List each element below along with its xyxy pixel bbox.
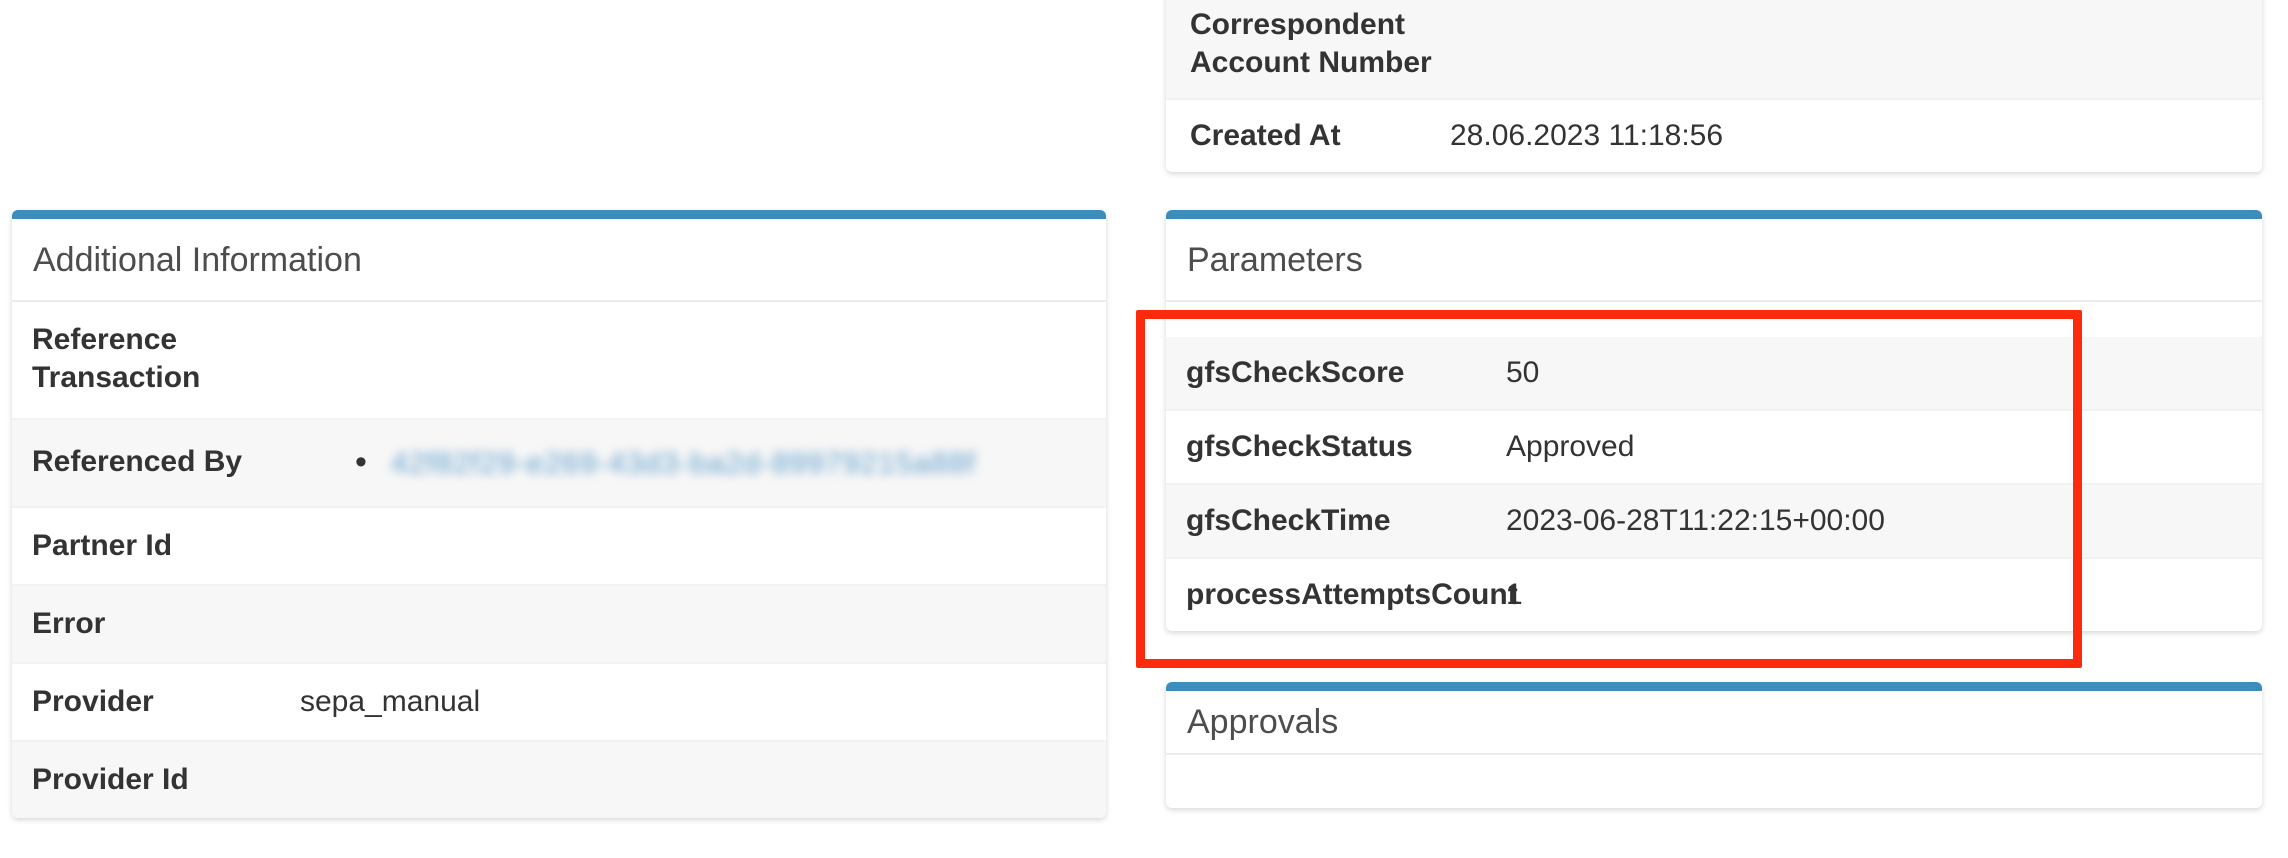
field-value: 50 xyxy=(1506,356,1540,389)
field-value: sepa_manual xyxy=(300,685,481,718)
card-accent-bar xyxy=(1166,210,2262,219)
card-accent-bar xyxy=(12,210,1106,219)
card-title-approvals: Approvals xyxy=(1187,703,1339,741)
field-row-partner-id: Partner Id xyxy=(12,508,1106,586)
transaction-details-card: Correspondent Account Number Created At … xyxy=(1166,0,2262,172)
field-value xyxy=(300,508,1086,546)
field-value: • 42f82f29-e269-43d3-ba2d-89979215a88f xyxy=(300,420,1086,506)
list-bullet-icon: • xyxy=(355,443,367,481)
field-label: Correspondent Account Number xyxy=(1190,8,1432,79)
field-label: Created At xyxy=(1190,119,1341,152)
field-label: gfsCheckScore xyxy=(1186,356,1405,389)
field-row-gfscheckscore: gfsCheckScore 50 xyxy=(1166,337,2262,411)
referenced-by-transaction-link[interactable]: 42f82f29-e269-43d3-ba2d-89979215a88f xyxy=(390,447,976,480)
field-row-gfscheckstatus: gfsCheckStatus Approved xyxy=(1166,411,2262,485)
parameters-card: Parameters gfsCheckScore 50 gfsCheckStat… xyxy=(1166,210,2262,631)
field-label: Referenced By xyxy=(32,445,243,478)
field-value xyxy=(300,302,1086,340)
field-label: gfsCheckTime xyxy=(1186,504,1391,537)
field-label: Error xyxy=(32,607,106,640)
referenced-by-list-item: • 42f82f29-e269-43d3-ba2d-89979215a88f xyxy=(300,443,1086,483)
field-row-processattemptscount: processAttemptsCount 1 xyxy=(1166,559,2262,631)
field-label: Reference Transaction xyxy=(32,323,201,394)
field-value xyxy=(300,586,1086,624)
field-label: processAttemptsCount xyxy=(1186,578,1518,611)
parameters-table: gfsCheckScore 50 gfsCheckStatus Approved… xyxy=(1166,300,2262,631)
field-value xyxy=(1450,0,2238,18)
field-row-reference-transaction: Reference Transaction xyxy=(12,302,1106,420)
additional-information-card: Additional Information Reference Transac… xyxy=(12,210,1106,818)
field-label: Provider xyxy=(32,685,154,718)
field-value: Approved xyxy=(1506,430,1635,463)
field-row-created-at: Created At 28.06.2023 11:18:56 xyxy=(1166,100,2262,172)
field-row-provider-id: Provider Id xyxy=(12,742,1106,818)
field-row-gfschecktime: gfsCheckTime 2023-06-28T11:22:15+00:00 xyxy=(1166,485,2262,559)
field-row-correspondent-account-number: Correspondent Account Number xyxy=(1166,0,2262,100)
field-value xyxy=(300,742,1086,780)
approvals-empty-body xyxy=(1166,753,2262,808)
field-label: Provider Id xyxy=(32,763,189,796)
field-row-error: Error xyxy=(12,586,1106,664)
field-row-referenced-by: Referenced By • 42f82f29-e269-43d3-ba2d-… xyxy=(12,420,1106,508)
approvals-card: Approvals xyxy=(1166,682,2262,808)
card-accent-bar xyxy=(1166,682,2262,691)
field-label: Partner Id xyxy=(32,529,173,562)
additional-information-table: Reference Transaction Referenced By • 42… xyxy=(12,300,1106,818)
field-value: 28.06.2023 11:18:56 xyxy=(1450,119,1724,152)
field-label: gfsCheckStatus xyxy=(1186,430,1413,463)
card-title-parameters: Parameters xyxy=(1187,241,1363,279)
card-title-additional-information: Additional Information xyxy=(33,241,362,279)
field-value: 2023-06-28T11:22:15+00:00 xyxy=(1506,504,1885,537)
field-value: 1 xyxy=(1506,578,1523,611)
field-row-provider: Provider sepa_manual xyxy=(12,664,1106,742)
transaction-details-table: Correspondent Account Number Created At … xyxy=(1166,0,2262,172)
